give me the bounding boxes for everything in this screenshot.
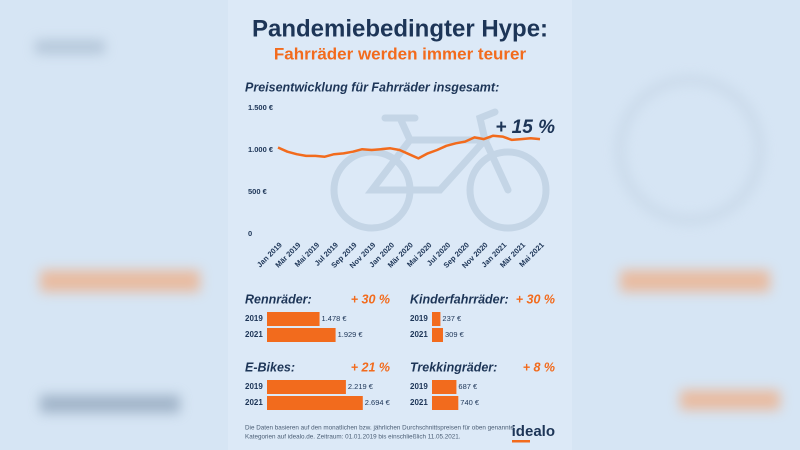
bar (432, 328, 443, 342)
bar (267, 380, 346, 394)
chart-title: Preisentwicklung für Fahrräder insgesamt… (245, 80, 499, 94)
bar (432, 380, 457, 394)
annotation: + 30 % (516, 292, 555, 306)
value-label: 687 € (458, 382, 478, 391)
y-tick-label: 1.000 € (248, 145, 274, 154)
category-label: 2019 (410, 382, 428, 391)
logo: idealo (512, 423, 555, 440)
annotation: + 30 % (351, 292, 390, 306)
chart-title: Rennräder: (245, 292, 312, 306)
bar (267, 396, 363, 410)
subtitle: Fahrräder werden immer teurer (274, 44, 527, 63)
blurred-background (35, 40, 780, 413)
value-label: 740 € (460, 398, 480, 407)
value-label: 1.478 € (322, 314, 348, 323)
y-tick-label: 1.500 € (248, 103, 274, 112)
category-label: 2021 (410, 398, 428, 407)
annotation: + 8 % (523, 360, 555, 374)
value-label: 237 € (442, 314, 462, 323)
value-label: 2.219 € (348, 382, 374, 391)
annotation: + 21 % (351, 360, 390, 374)
bar (267, 328, 336, 342)
title: Pandemiebedingter Hype: (252, 15, 548, 42)
y-tick-label: 0 (248, 229, 252, 238)
value-label: 1.929 € (338, 330, 364, 339)
category-label: 2019 (410, 314, 428, 323)
chart-title: Trekkingräder: (410, 360, 497, 374)
value-label: 309 € (445, 330, 465, 339)
annotation: + 15 % (495, 117, 555, 138)
category-label: 2019 (245, 382, 263, 391)
category-label: 2021 (410, 330, 428, 339)
footer-note: Kategorien auf idealo.de. Zeitraum: 01.0… (245, 434, 461, 441)
logo-accent (512, 440, 530, 443)
bar (432, 396, 459, 410)
footer-note: Die Daten basieren auf den monatlichen b… (245, 425, 514, 432)
category-label: 2021 (245, 330, 263, 339)
bar (432, 312, 441, 326)
price-line (277, 134, 541, 160)
category-label: 2021 (245, 398, 263, 407)
category-label: 2019 (245, 314, 263, 323)
chart-title: Kinderfahrräder: (410, 292, 509, 306)
chart-title: E-Bikes: (245, 360, 295, 374)
y-tick-label: 500 € (248, 187, 268, 196)
value-label: 2.694 € (365, 398, 391, 407)
bar (267, 312, 320, 326)
